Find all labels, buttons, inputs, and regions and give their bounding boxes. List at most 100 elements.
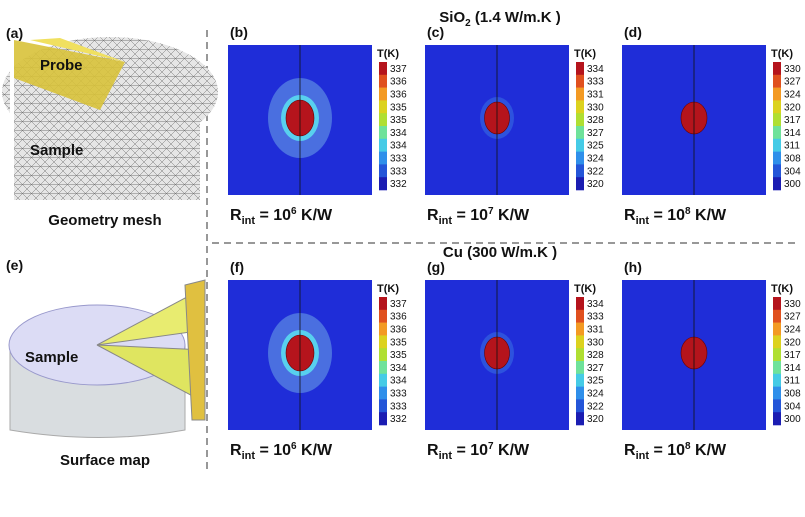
colorbar-band: [576, 412, 584, 426]
rint-caption: Rint = 107 K/W: [427, 441, 530, 462]
exp: 7: [488, 441, 494, 452]
eq: = 10: [255, 207, 291, 224]
eq: = 10: [649, 207, 685, 224]
eq: = 10: [255, 442, 291, 459]
colorbar-title: T(K): [771, 48, 793, 60]
colorbar-tick: 300: [784, 179, 801, 190]
colorbar-band: [379, 138, 387, 152]
colorbar-tick: 308: [784, 389, 801, 400]
colorbar-band: [773, 113, 781, 127]
image-label: Sample: [25, 349, 78, 366]
panel-label: (h): [624, 259, 642, 275]
colorbar-band: [379, 309, 387, 323]
colorbar-tick: 300: [784, 414, 801, 425]
colorbar-tick: 334: [390, 128, 407, 139]
colorbar-band: [773, 348, 781, 362]
colorbar-band: [773, 177, 781, 191]
colorbar-tick: 311: [784, 141, 800, 152]
rint-caption: Rint = 106 K/W: [230, 206, 333, 227]
colorbar-band: [773, 74, 781, 88]
colorbar-band: [379, 335, 387, 349]
colorbar-title: T(K): [574, 48, 596, 60]
colorbar-tick: 322: [587, 401, 604, 412]
colorbar-tick: 304: [784, 401, 801, 412]
unit: K/W: [691, 442, 727, 459]
colorbar-tick: 335: [390, 337, 407, 348]
colorbar-tick: 327: [587, 128, 604, 139]
colorbar-tick: 332: [390, 179, 407, 190]
colorbar-band: [379, 412, 387, 426]
colorbar-tick: 334: [390, 376, 407, 387]
colorbar-tick: 320: [784, 337, 801, 348]
colorbar-band: [773, 335, 781, 349]
row-title: SiO2 (1.4 W/m.K ): [439, 9, 560, 29]
r: R: [427, 442, 439, 459]
colorbar-band: [773, 373, 781, 387]
colorbar-band: [379, 151, 387, 165]
colorbar-tick: 308: [784, 154, 801, 165]
r-sub: int: [242, 215, 256, 227]
unit: K/W: [691, 207, 727, 224]
title-main: Cu (300 W/m.K ): [443, 244, 557, 261]
colorbar-band: [379, 386, 387, 400]
colorbar-tick: 324: [587, 389, 604, 400]
colorbar-tick: 335: [390, 102, 407, 113]
colorbar-band: [576, 126, 584, 140]
panel-label: (d): [624, 24, 642, 40]
colorbar-tick: 337: [390, 299, 407, 310]
colorbar-band: [576, 399, 584, 413]
colorbar-band: [576, 322, 584, 336]
colorbar-band: [379, 126, 387, 140]
colorbar-tick: 322: [587, 166, 604, 177]
colorbar-band: [576, 113, 584, 127]
colorbar-tick: 336: [390, 77, 407, 88]
r: R: [624, 442, 636, 459]
unit: K/W: [494, 442, 530, 459]
panel-label: (g): [427, 259, 445, 275]
colorbar-band: [379, 348, 387, 362]
colorbar-tick: 334: [390, 141, 407, 152]
colorbar-tick: 320: [587, 414, 604, 425]
colorbar-tick: 336: [390, 90, 407, 101]
exp: 8: [685, 441, 691, 452]
colorbar-tick: 325: [587, 141, 604, 152]
colorbar-tick: 330: [587, 337, 604, 348]
colorbar-tick: 311: [784, 376, 800, 387]
caption: Geometry mesh: [48, 212, 161, 229]
colorbar-band: [576, 62, 584, 76]
colorbar-band: [379, 164, 387, 178]
colorbar-tick: 320: [587, 179, 604, 190]
title-sub: 2: [465, 18, 471, 29]
colorbar-tick: 327: [784, 312, 801, 323]
colorbar-tick: 324: [587, 154, 604, 165]
colorbar-tick: 317: [784, 350, 801, 361]
colorbar-band: [576, 74, 584, 88]
colorbar-title: T(K): [377, 283, 399, 295]
colorbar-tick: 324: [784, 90, 801, 101]
panel-label: (b): [230, 24, 248, 40]
panel-label: (c): [427, 24, 444, 40]
r: R: [230, 442, 242, 459]
colorbar-band: [379, 62, 387, 76]
colorbar-band: [773, 412, 781, 426]
colorbar-tick: 314: [784, 128, 801, 139]
colorbar-band: [773, 62, 781, 76]
mask: [10, 30, 14, 202]
exp: 8: [685, 206, 691, 217]
colorbar-title: T(K): [771, 283, 793, 295]
colorbar-band: [773, 126, 781, 140]
colorbar-band: [773, 386, 781, 400]
panel-label: (f): [230, 259, 244, 275]
colorbar-tick: 333: [587, 312, 604, 323]
eq: = 10: [452, 207, 488, 224]
eq: = 10: [452, 442, 488, 459]
unit: K/W: [494, 207, 530, 224]
colorbar-band: [576, 348, 584, 362]
colorbar-band: [379, 74, 387, 88]
mesh-image: [2, 30, 218, 202]
exp: 7: [488, 206, 494, 217]
colorbar-tick: 328: [587, 350, 604, 361]
panel-label: (a): [6, 25, 23, 41]
colorbar-tick: 335: [390, 115, 407, 126]
